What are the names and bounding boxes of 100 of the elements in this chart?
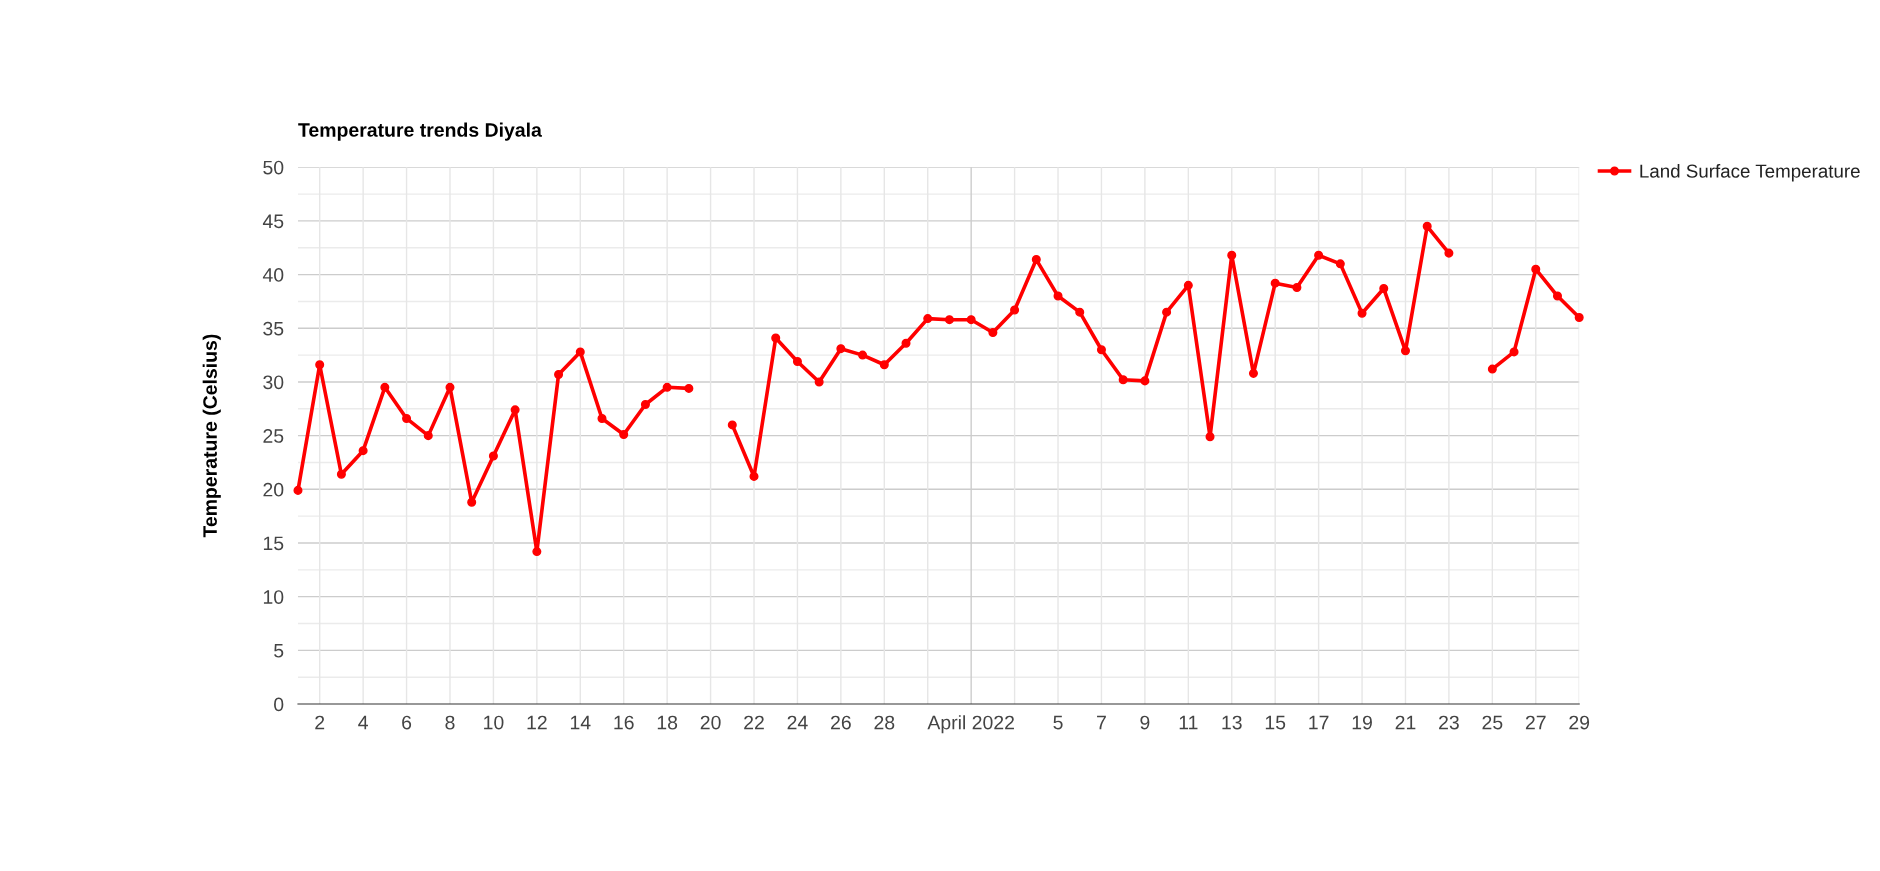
- point: [336, 469, 346, 479]
- x-tick-label: 20: [700, 715, 721, 730]
- point: [1010, 305, 1020, 315]
- point: [1487, 364, 1497, 374]
- point: [1075, 307, 1085, 317]
- y-tick-label: 35: [263, 321, 284, 336]
- x-tick-label: 4: [358, 715, 368, 730]
- x-tick-label: 29: [1569, 715, 1590, 730]
- point: [1162, 307, 1172, 317]
- point: [640, 399, 650, 410]
- y-tick-label: 25: [263, 429, 284, 443]
- x-tick-label: 21: [1395, 715, 1416, 730]
- point: [923, 314, 933, 324]
- point: [532, 547, 542, 557]
- x-tick-label: 12: [527, 715, 547, 730]
- y-tick-label: 45: [262, 214, 284, 229]
- x-tick-label: 27: [1525, 715, 1546, 730]
- point: [814, 377, 824, 387]
- point: [358, 446, 368, 456]
- x-tick-label: 19: [1352, 715, 1372, 730]
- point: [1053, 291, 1063, 301]
- point: [1140, 376, 1150, 386]
- point: [1400, 346, 1410, 356]
- point: [662, 382, 672, 392]
- point: [1509, 347, 1519, 357]
- x-tick-label: 10: [484, 715, 504, 730]
- x-tick-label: 28: [874, 715, 895, 730]
- y-tick-label: 40: [262, 268, 284, 282]
- x-tick-label: 14: [570, 715, 591, 730]
- point: [380, 382, 390, 392]
- x-tick-label: 18: [657, 715, 678, 730]
- point: [684, 383, 694, 393]
- y-tick-label: 0: [274, 697, 284, 712]
- point: [988, 328, 998, 338]
- legend-label: Land Surface Temperature: [1640, 164, 1860, 182]
- point: [1422, 221, 1432, 231]
- point: [619, 430, 629, 440]
- point: [1031, 255, 1041, 265]
- x-tick-label: 7: [1097, 715, 1106, 730]
- point: [771, 333, 781, 343]
- point: [1227, 250, 1237, 260]
- point: [836, 344, 846, 354]
- point: [315, 360, 325, 370]
- point: [944, 315, 954, 325]
- point: [554, 369, 564, 379]
- x-tick-label: 13: [1222, 715, 1242, 730]
- point: [510, 405, 520, 415]
- point: [1552, 291, 1563, 301]
- x-tick-label: 26: [831, 715, 851, 730]
- point: [423, 431, 433, 441]
- point: [1096, 345, 1106, 355]
- point: [966, 315, 976, 325]
- point: [1248, 368, 1258, 378]
- point: [1335, 259, 1345, 269]
- point: [1574, 313, 1584, 323]
- point: [1270, 278, 1280, 288]
- chart-title: Temperature trends Diyala: [298, 122, 542, 141]
- point: [1205, 432, 1215, 442]
- y-tick-label: 30: [263, 375, 284, 390]
- x-tick-label: 25: [1482, 715, 1503, 730]
- point: [293, 485, 303, 495]
- x-tick-label: April 2022: [927, 715, 1014, 734]
- y-tick-label: 50: [263, 160, 284, 175]
- x-tick-label: 15: [1265, 715, 1286, 730]
- point: [575, 347, 585, 357]
- y-tick-label: 15: [263, 536, 284, 551]
- point: [1444, 248, 1454, 258]
- point: [467, 497, 477, 507]
- x-tick-label: 22: [744, 715, 764, 730]
- y-tick-label: 10: [263, 590, 284, 604]
- x-tick-label: 5: [1053, 715, 1063, 730]
- point: [1357, 308, 1367, 318]
- x-tick-label: 24: [787, 715, 808, 730]
- y-tick-label: 5: [274, 644, 284, 658]
- point: [488, 451, 498, 461]
- point: [858, 350, 868, 360]
- point: [879, 360, 889, 370]
- point: [1183, 280, 1193, 290]
- y-axis-title: Temperature (Celsius): [202, 334, 221, 538]
- point: [1379, 284, 1389, 294]
- x-tick-label: 17: [1309, 715, 1329, 730]
- x-tick-label: 6: [402, 715, 412, 730]
- x-tick-label: 8: [445, 715, 455, 730]
- point: [1314, 250, 1324, 260]
- x-tick-label: 11: [1179, 715, 1198, 730]
- point: [1531, 264, 1541, 274]
- point: [1292, 282, 1302, 292]
- point: [445, 382, 455, 392]
- y-tick-label: 20: [263, 482, 284, 497]
- point: [749, 471, 759, 481]
- x-tick-label: 16: [614, 715, 634, 730]
- point: [792, 357, 802, 367]
- point: [402, 413, 412, 423]
- x-tick-label: 2: [315, 715, 325, 730]
- point: [1118, 375, 1128, 385]
- point: [901, 338, 911, 348]
- x-tick-label: 9: [1140, 715, 1150, 730]
- point: [727, 420, 737, 430]
- point: [597, 413, 607, 423]
- x-tick-label: 23: [1439, 715, 1459, 730]
